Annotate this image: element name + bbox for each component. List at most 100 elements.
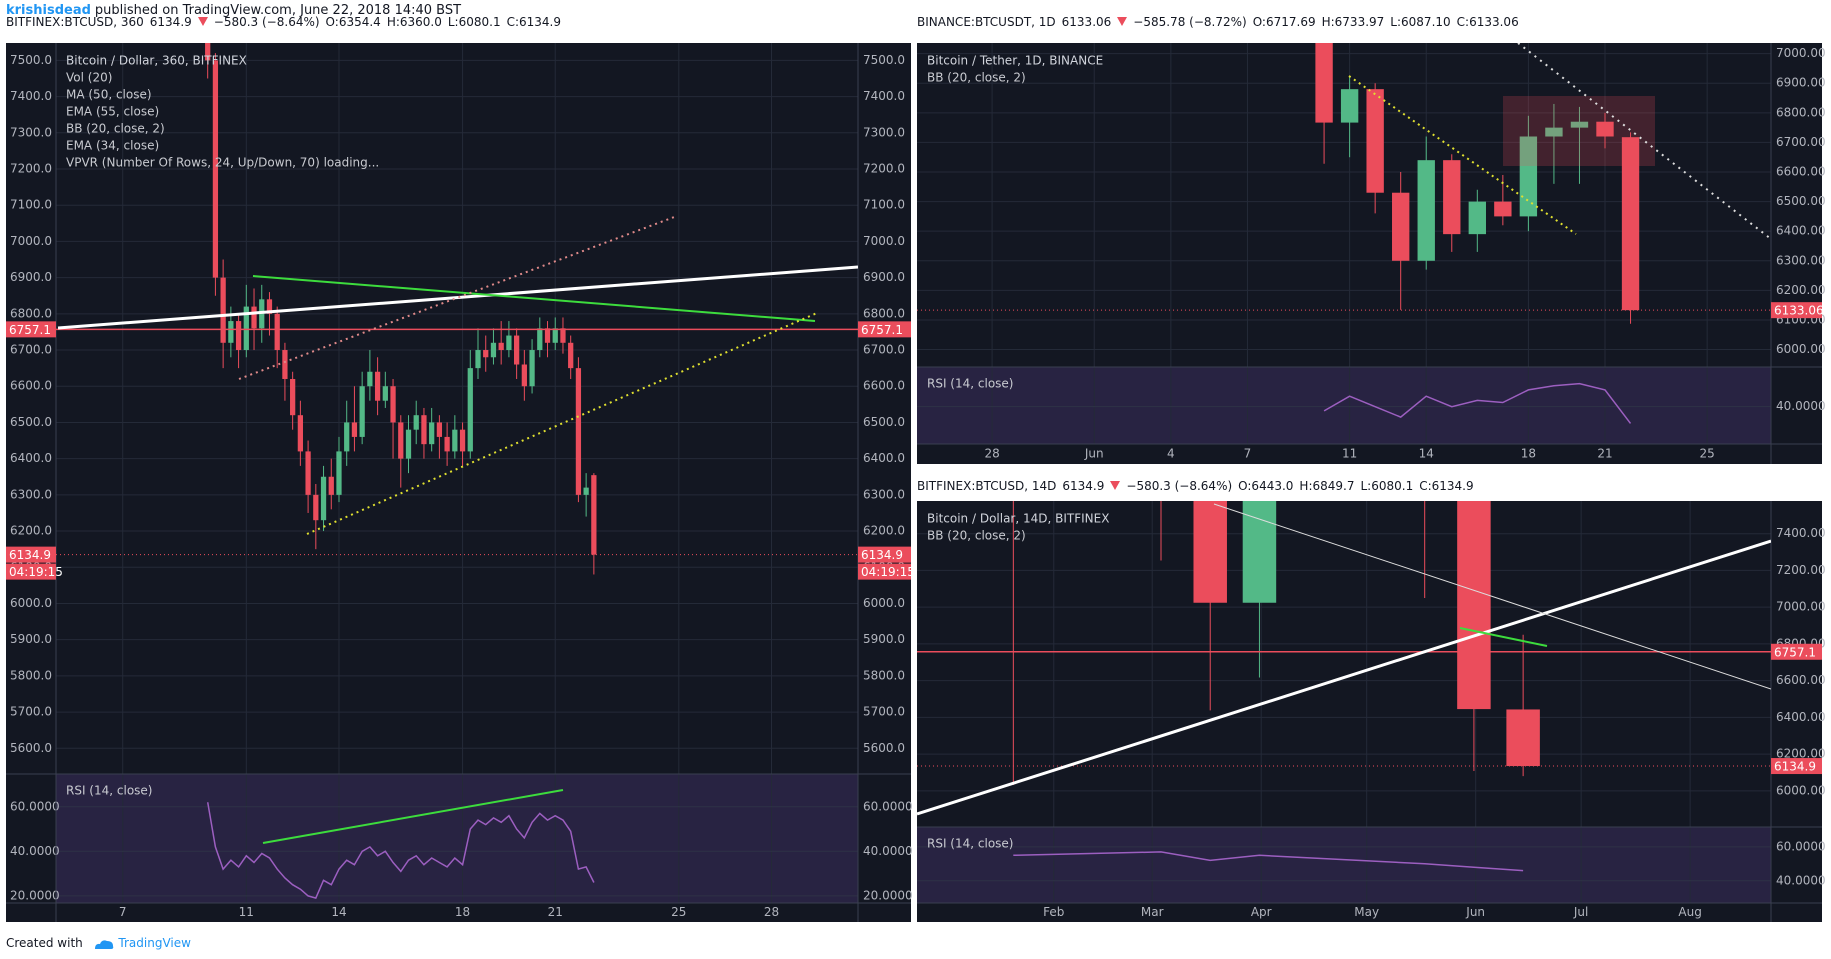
candle-body	[1519, 136, 1538, 217]
ohlc-open: O:6354.4	[325, 15, 381, 29]
price-label-box	[1771, 758, 1822, 775]
y-tick-label: 6700.0	[10, 343, 52, 357]
y-tick-label: 6800.0	[863, 306, 905, 320]
y-tick-label: 20.0000	[863, 888, 913, 902]
y-tick-label: 7200.0	[863, 161, 905, 175]
x-tick-label: 7	[1244, 447, 1252, 461]
candle-body	[483, 350, 489, 358]
pane-background	[6, 43, 911, 922]
candle-body	[328, 476, 334, 495]
trend-line	[57, 265, 859, 330]
candles	[205, 43, 597, 575]
chart-header: BITFINEX:BTCUSD, 360 6134.9 −580.3 (−8.64%…	[6, 15, 567, 29]
y-tick-label: 6600.00	[1776, 165, 1826, 179]
candle-body	[1494, 201, 1512, 217]
candle-body	[413, 415, 419, 430]
candle-body	[1621, 137, 1640, 311]
price-label-box	[1771, 643, 1822, 660]
y-tick-label: 6200.0	[10, 524, 52, 538]
y-tick-label: 6200.00	[1776, 747, 1826, 761]
y-tick-label: 6300.0	[10, 487, 52, 501]
x-tick-label: 25	[671, 905, 686, 919]
rsi-band	[56, 774, 858, 903]
y-tick-label: 6400.0	[10, 451, 52, 465]
x-tick-label: 4	[1167, 447, 1175, 461]
x-tick-label: Mar	[1141, 905, 1164, 919]
candle-body	[429, 422, 435, 445]
candle-body	[1193, 501, 1227, 603]
y-tick-label: 5600.0	[10, 741, 52, 755]
price-label: 6134.9	[861, 548, 903, 562]
candle-body	[205, 43, 211, 61]
y-tick-label: 40.0000	[1776, 399, 1826, 413]
y-tick-label: 7000.00	[1776, 600, 1826, 614]
y-tick-label: 6600.0	[863, 379, 905, 393]
y-tick-label: 6500.0	[863, 415, 905, 429]
candles	[1012, 501, 1540, 785]
x-tick-label: 11	[1342, 447, 1357, 461]
y-tick-label: 7000.0	[10, 234, 52, 248]
candle-body	[591, 475, 597, 555]
candle-body	[467, 368, 473, 452]
candle-body	[560, 328, 566, 343]
y-tick-label: 6300.0	[863, 487, 905, 501]
study-legend: BB (20, close, 2)	[927, 71, 1026, 85]
y-tick-label: 6300.00	[1776, 253, 1826, 267]
candle-body	[444, 436, 450, 452]
candle-body	[1242, 501, 1277, 603]
y-tick-label: 6800.0	[10, 306, 52, 320]
trend-line	[1348, 75, 1577, 235]
rsi-title: RSI (14, close)	[927, 377, 1013, 391]
change: −580.3 (−8.64%)	[213, 15, 320, 29]
price-label: 6133.06	[1774, 304, 1824, 318]
candle-body	[405, 429, 412, 459]
candle-body	[1545, 127, 1563, 137]
ohlc-open: O:6443.0	[1238, 479, 1294, 493]
countdown: 04:19:15	[861, 565, 915, 579]
y-tick-label: 7500.0	[10, 53, 52, 67]
x-tick-label: Feb	[1043, 905, 1064, 919]
candle-body	[1468, 201, 1486, 235]
candle-body	[297, 415, 303, 452]
price-label: 6757.1	[1774, 645, 1816, 659]
y-tick-label: 7000.0	[863, 234, 905, 248]
footer-text: Created with	[6, 936, 83, 950]
candle-body	[374, 371, 381, 401]
y-tick-label: 60.0000	[10, 799, 60, 813]
brand[interactable]: TradingView	[118, 936, 191, 950]
y-tick-label: 6700.0	[863, 343, 905, 357]
candle-body	[382, 386, 388, 401]
study-legend: EMA (55, close)	[66, 105, 159, 119]
y-tick-label: 6600.00	[1776, 673, 1826, 687]
candle-body	[251, 306, 257, 329]
author[interactable]: krishisdead	[6, 3, 91, 18]
candle-body	[544, 328, 551, 343]
candle-body	[359, 386, 365, 437]
x-tick-label: Jun	[1465, 905, 1485, 919]
trend-line	[306, 312, 818, 535]
pane-background	[917, 501, 1822, 922]
y-tick-label: 6900.0	[863, 270, 905, 284]
x-tick-label: May	[1354, 905, 1379, 919]
y-tick-label: 7500.0	[863, 53, 905, 67]
y-tick-label: 7400.0	[10, 89, 52, 103]
candle-body	[575, 368, 582, 495]
symbol: BITFINEX:BTCUSD, 14D	[917, 479, 1057, 493]
candle-body	[344, 422, 350, 452]
candle-body	[1392, 192, 1410, 261]
ohlc-high: H:6733.97	[1321, 15, 1385, 29]
y-tick-label: 5600.0	[863, 741, 905, 755]
y-tick-label: 5800.0	[863, 668, 905, 682]
down-arrow	[1110, 481, 1121, 490]
x-tick-label: Aug	[1678, 905, 1701, 919]
x-tick-label: 28	[984, 447, 999, 461]
x-tick-label: 7	[119, 905, 127, 919]
candle-body	[475, 350, 481, 369]
candle-body	[1340, 89, 1359, 123]
ohlc-low: L:6087.10	[1390, 15, 1451, 29]
study-legend: Vol (20)	[66, 71, 112, 85]
logo	[94, 939, 113, 949]
price-label: 6757.1	[861, 323, 903, 337]
price-label: 6134.9	[9, 548, 51, 562]
candle-body	[290, 378, 296, 416]
